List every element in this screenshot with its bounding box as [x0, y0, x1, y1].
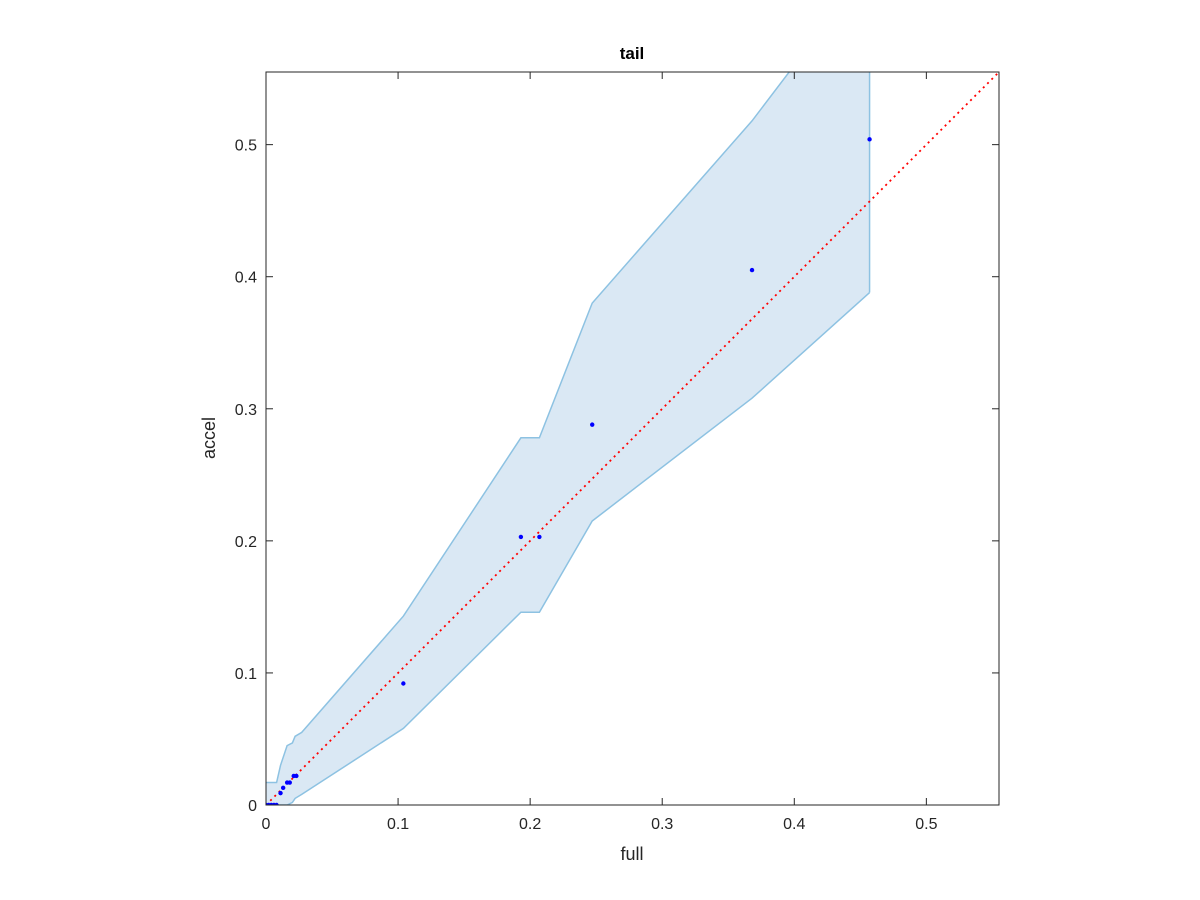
x-tick-label: 0.5 — [915, 816, 937, 833]
confidence-band-upper-edge — [266, 72, 791, 784]
y-tick-label: 0.5 — [235, 138, 257, 155]
confidence-band-lower-edge — [266, 292, 871, 805]
data-point — [294, 773, 299, 779]
y-tick-label: 0.1 — [235, 666, 257, 683]
data-point — [401, 681, 406, 686]
data-point — [274, 802, 279, 805]
x-tick-label: 0.3 — [651, 816, 673, 833]
x-tick-label: 0 — [262, 816, 271, 833]
data-points — [266, 137, 872, 805]
data-point — [278, 790, 283, 796]
axes: 0 0.1 0.2 0.3 0.4 0.5 0 0.1 0.2 0.3 0.4 0.5 — [235, 71, 1000, 833]
y-tick-label: 0 — [248, 798, 257, 815]
confidence-band-fill — [266, 72, 870, 805]
data-point — [749, 267, 755, 273]
data-point — [280, 785, 286, 791]
x-axis-ticks: 0 0.1 0.2 0.3 0.4 0.5 — [262, 72, 938, 833]
axes-box — [265, 71, 1000, 806]
x-tick-label: 0.4 — [783, 816, 805, 833]
x-axis-label: full — [620, 844, 643, 864]
y-tick-label: 0.4 — [235, 270, 257, 287]
data-point — [537, 534, 542, 540]
y-axis-label: accel — [199, 417, 219, 459]
data-point — [518, 534, 524, 540]
plot-content — [266, 72, 999, 805]
chart-title: tail — [620, 44, 645, 63]
data-point — [867, 137, 872, 142]
data-point — [590, 422, 595, 427]
y-axis-ticks: 0 0.1 0.2 0.3 0.4 0.5 — [235, 138, 999, 815]
x-tick-label: 0.2 — [519, 816, 541, 833]
y-tick-label: 0.3 — [235, 402, 257, 419]
data-point — [287, 780, 292, 785]
y-tick-label: 0.2 — [235, 534, 257, 551]
x-tick-label: 0.1 — [387, 816, 409, 833]
